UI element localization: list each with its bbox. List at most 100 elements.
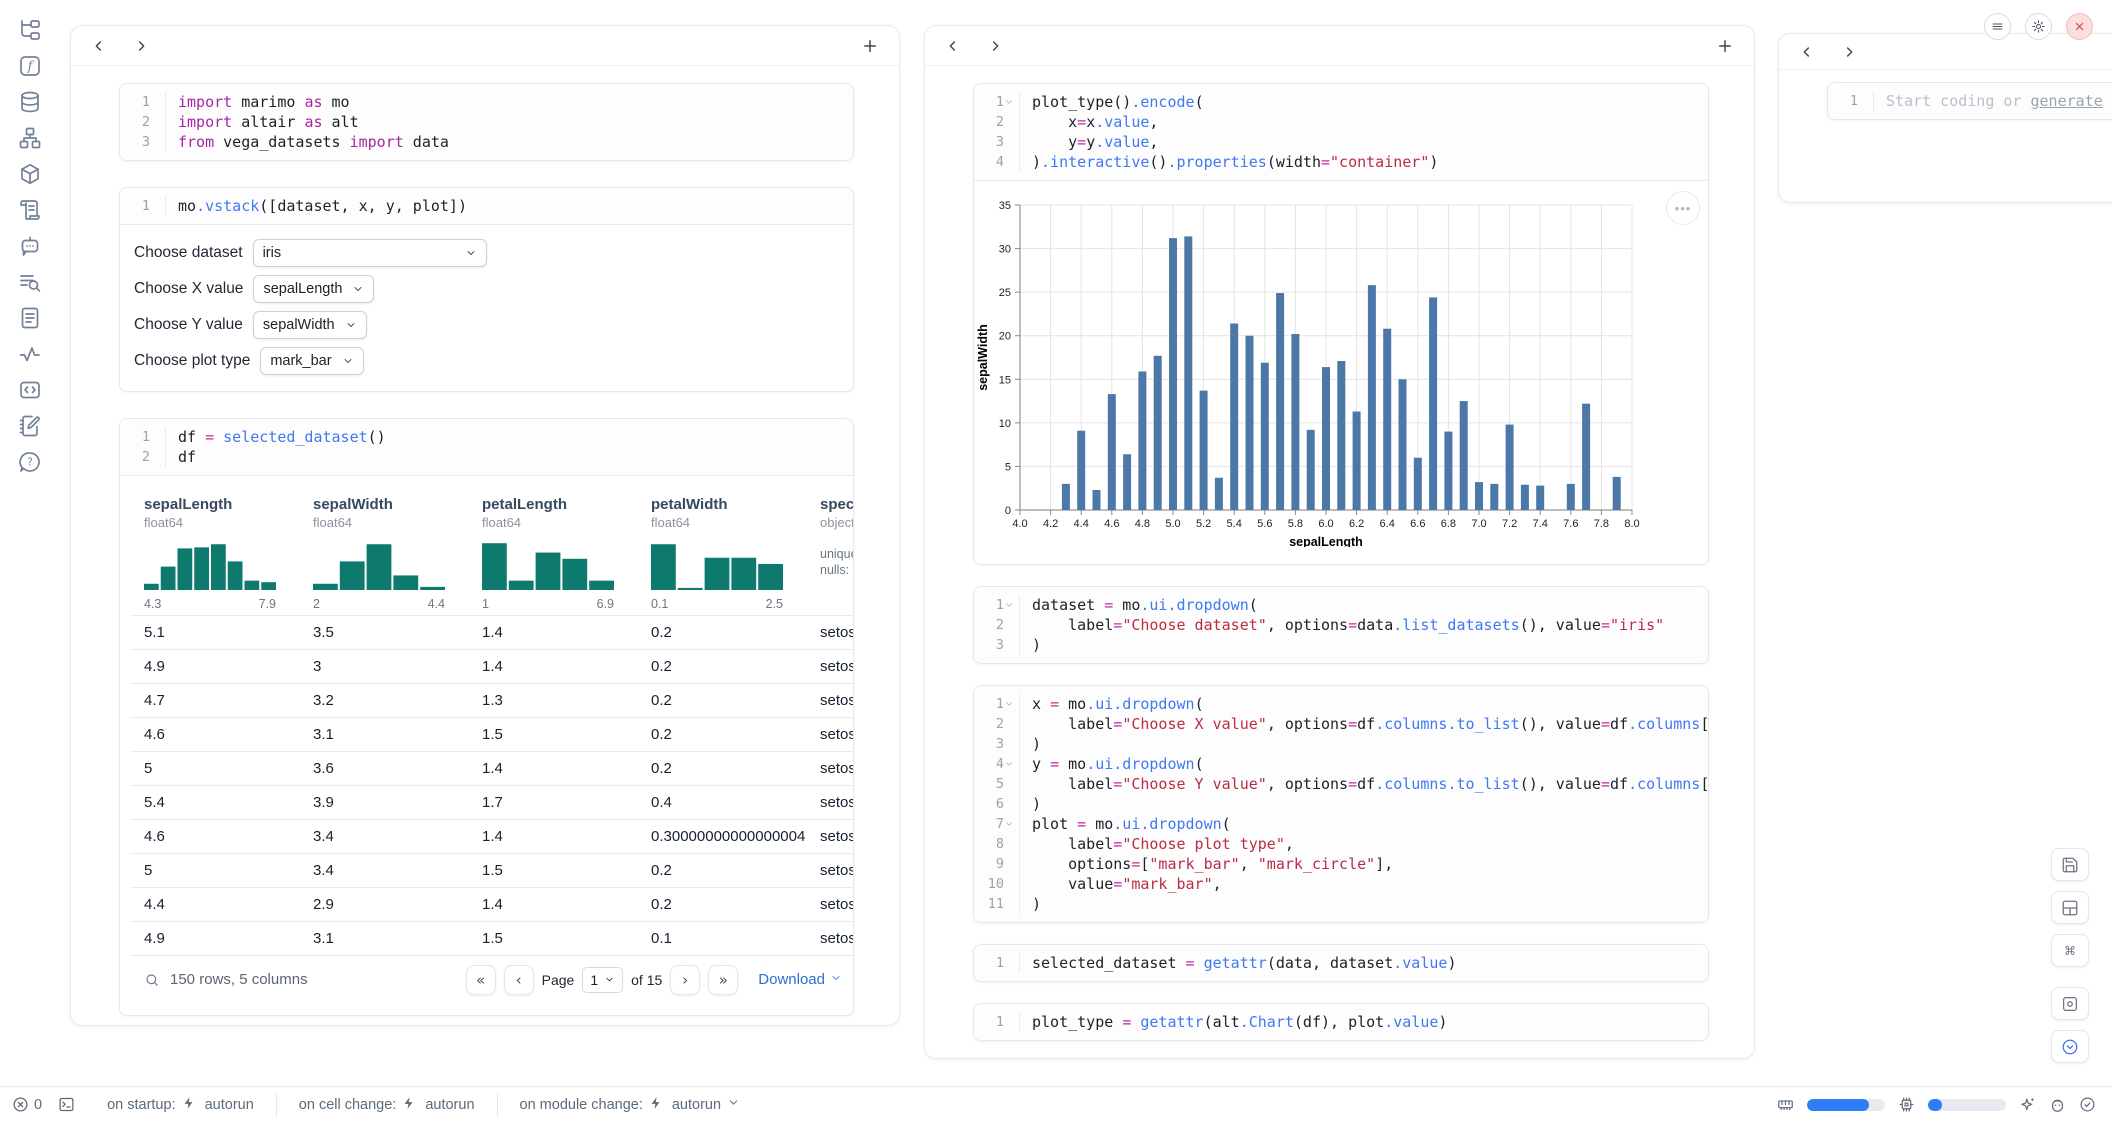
code-editor[interactable]: 1plot_type().encode(2 x=x.value,3 y=y.va… <box>974 84 1708 180</box>
dependency-graph-icon[interactable] <box>18 126 42 150</box>
search-icon[interactable] <box>144 972 160 988</box>
function-square-icon[interactable]: f <box>18 54 42 78</box>
chevron-right-icon[interactable] <box>1841 44 1857 60</box>
control-row: Choose Y valuesepalWidth <box>134 310 839 339</box>
chevron-left-icon[interactable] <box>1799 44 1815 60</box>
table-row[interactable]: 4.63.11.50.2setosa <box>130 717 854 751</box>
code-line: 2import altair as alt <box>120 112 853 132</box>
table-row[interactable]: 4.93.11.50.1setosa <box>130 921 854 955</box>
menu-button[interactable] <box>1984 13 2011 40</box>
table-row[interactable]: 5.13.51.40.2setosa <box>130 615 854 649</box>
ai-sparkles-icon[interactable] <box>2019 1096 2036 1113</box>
code-line: 3from vega_datasets import data <box>120 132 853 152</box>
scratchpad-search-icon[interactable] <box>18 270 42 294</box>
keyboard-shortcuts-button[interactable]: ⌘ <box>2051 934 2089 967</box>
copilot-bot-icon[interactable] <box>2049 1096 2066 1113</box>
floating-actions: ⌘ <box>2051 848 2089 1063</box>
chevron-down-icon <box>830 971 842 988</box>
close-button[interactable] <box>2066 13 2093 40</box>
fold-chevron-icon[interactable] <box>1004 600 1015 611</box>
table-row[interactable]: 53.61.40.2setosa <box>130 751 854 785</box>
table-row[interactable]: 4.931.40.2setosa <box>130 649 854 683</box>
run-mode-on-cell-change[interactable]: on cell change:autorun <box>276 1093 497 1117</box>
code-snippets-icon[interactable] <box>18 378 42 402</box>
table-row[interactable]: 4.42.91.40.2setosa <box>130 887 854 921</box>
table-row[interactable]: 4.73.21.30.2setosa <box>130 683 854 717</box>
code-editor[interactable]: 1import marimo as mo2import altair as al… <box>120 84 853 160</box>
scroll-logs-icon[interactable] <box>18 198 42 222</box>
add-column-button[interactable] <box>861 37 879 55</box>
chevron-left-icon[interactable] <box>91 38 107 54</box>
dropdown-select-choose-x-value[interactable]: sepalLength <box>253 275 374 303</box>
layout-button[interactable] <box>2051 891 2089 924</box>
fold-chevron-icon[interactable] <box>1004 97 1015 108</box>
fold-chevron-icon[interactable] <box>1004 759 1015 770</box>
dropdown-select-choose-plot-type[interactable]: mark_bar <box>260 347 363 375</box>
fold-chevron-icon[interactable] <box>1004 699 1015 710</box>
chevron-left-icon[interactable] <box>945 38 961 54</box>
chevron-right-icon[interactable] <box>133 38 149 54</box>
svg-text:6.8: 6.8 <box>1441 518 1456 530</box>
run-mode-on-startup[interactable]: on startup:autorun <box>85 1093 276 1117</box>
database-icon[interactable] <box>18 90 42 114</box>
column-header-petalLength[interactable]: petalLengthfloat64 16.9 <box>468 486 637 615</box>
errors-indicator-icon[interactable] <box>12 1096 29 1113</box>
dataframe-output: sepalLengthfloat64 4.37.9sepalWidthfloat… <box>120 475 853 1015</box>
page-select[interactable]: 1 <box>582 967 623 993</box>
notebook-pen-icon[interactable] <box>18 414 42 438</box>
code-editor[interactable]: 1x = mo.ui.dropdown(2 label="Choose X va… <box>974 686 1708 922</box>
dropdown-label: Choose X value <box>134 280 243 298</box>
svg-text:15: 15 <box>999 374 1011 386</box>
connection-check-icon[interactable] <box>2079 1096 2096 1113</box>
table-cell: 0.2 <box>637 726 806 743</box>
run-scroll-down-button[interactable] <box>2051 1030 2089 1063</box>
table-cell: 3.4 <box>299 862 468 879</box>
code-editor[interactable]: 1dataset = mo.ui.dropdown(2 label="Choos… <box>974 587 1708 663</box>
code-editor[interactable]: 1mo.vstack([dataset, x, y, plot]) <box>120 188 853 224</box>
table-row[interactable]: 5.43.91.70.4setosa <box>130 785 854 819</box>
run-modes: on startup:autorunon cell change:autorun… <box>85 1093 766 1117</box>
table-row[interactable]: 4.63.41.40.30000000000000004setosa <box>130 819 854 853</box>
help-question-icon[interactable]: ? <box>18 450 42 474</box>
chevron-right-icon[interactable] <box>987 38 1003 54</box>
add-column-button[interactable] <box>1716 37 1734 55</box>
column-header-petalWidth[interactable]: petalWidthfloat64 0.12.5 <box>637 486 806 615</box>
code-line: 4y = mo.ui.dropdown( <box>974 754 1708 774</box>
run-mode-on-module-change[interactable]: on module change:autorun <box>497 1093 767 1117</box>
next-page-button[interactable]: › <box>670 965 700 995</box>
download-button[interactable]: Download <box>758 971 842 988</box>
minimap-button[interactable] <box>2051 987 2089 1020</box>
column-header-species[interactable]: speciesobjectunique:nulls: <box>806 486 854 615</box>
last-page-button[interactable]: » <box>708 965 738 995</box>
svg-text:sepalWidth: sepalWidth <box>976 324 990 391</box>
ai-chat-bot-icon[interactable] <box>18 234 42 258</box>
dropdown-select-choose-y-value[interactable]: sepalWidth <box>253 311 367 339</box>
table-cell: 3.2 <box>299 692 468 709</box>
fold-chevron-icon[interactable] <box>1004 819 1015 830</box>
documentation-icon[interactable] <box>18 306 42 330</box>
generate-with-ai-link[interactable]: generate <box>2031 92 2103 110</box>
code-editor[interactable]: 1 Start coding or generate with AI <box>1828 83 2112 119</box>
table-cell: 1.4 <box>468 658 637 675</box>
code-line: 9 options=["mark_bar", "mark_circle"], <box>974 854 1708 874</box>
table-cell: 1.5 <box>468 862 637 879</box>
settings-button[interactable] <box>2025 13 2052 40</box>
column-header-sepalWidth[interactable]: sepalWidthfloat64 24.4 <box>299 486 468 615</box>
dropdown-select-choose-dataset[interactable]: iris <box>253 239 487 267</box>
tracing-activity-icon[interactable] <box>18 342 42 366</box>
file-tree-icon[interactable] <box>18 18 42 42</box>
table-cell: 4.6 <box>130 828 299 845</box>
table-cell: 5 <box>130 760 299 777</box>
first-page-button[interactable]: « <box>466 965 496 995</box>
prev-page-button[interactable]: ‹ <box>504 965 534 995</box>
terminal-icon[interactable] <box>58 1096 75 1113</box>
code-editor[interactable]: 1selected_dataset = getattr(data, datase… <box>974 945 1708 981</box>
code-editor[interactable]: 1plot_type = getattr(alt.Chart(df), plot… <box>974 1004 1708 1040</box>
package-icon[interactable] <box>18 162 42 186</box>
code-editor[interactable]: 1df = selected_dataset()2df <box>120 419 853 475</box>
chart-menu-button[interactable]: ••• <box>1666 191 1700 225</box>
bar-chart[interactable]: 4.04.24.44.64.85.05.25.45.65.86.06.26.46… <box>976 195 1708 552</box>
save-button[interactable] <box>2051 848 2089 881</box>
column-header-sepalLength[interactable]: sepalLengthfloat64 4.37.9 <box>130 486 299 615</box>
table-row[interactable]: 53.41.50.2setosa <box>130 853 854 887</box>
